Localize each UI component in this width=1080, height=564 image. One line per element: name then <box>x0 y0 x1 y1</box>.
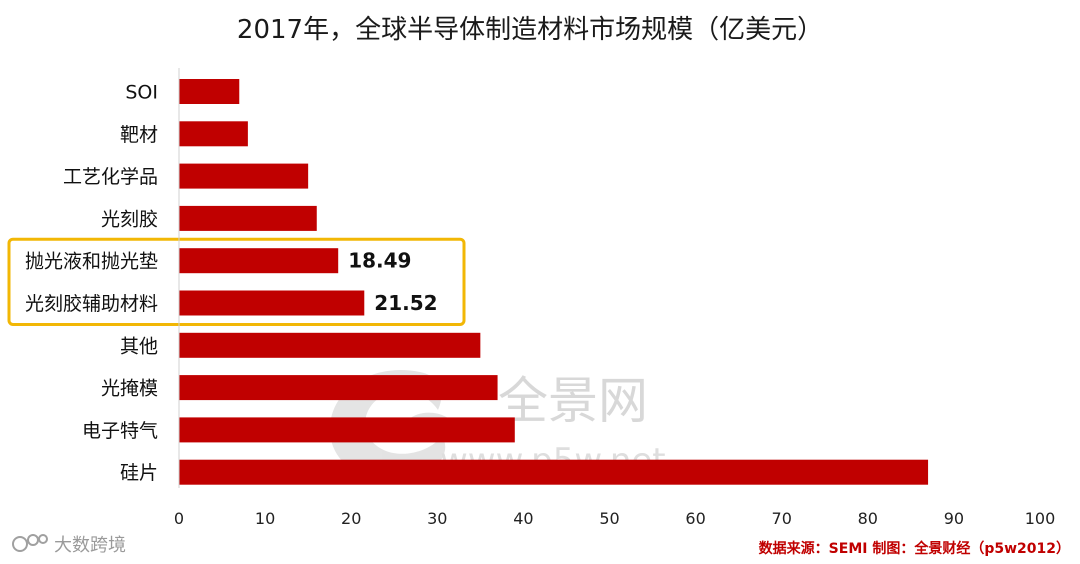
category-label-9: 电子特气 <box>82 420 158 442</box>
category-label-3: 工艺化学品 <box>63 166 158 188</box>
category-label-8: 光掩模 <box>101 378 158 400</box>
highlight-group <box>7 237 466 326</box>
watermark-text: 全景网 <box>498 372 648 430</box>
x-axis: 0 10 20 30 40 50 60 70 80 90 100 <box>174 68 1055 528</box>
category-label-2: 靶材 <box>120 124 158 146</box>
bar-9 <box>179 417 515 443</box>
bars-group <box>179 79 929 485</box>
category-label-5: 抛光液和抛光垫 <box>25 251 158 273</box>
category-label-10: 硅片 <box>120 462 158 484</box>
x-tick-label-4: 30 <box>427 509 447 528</box>
x-tick-label-8: 70 <box>772 509 792 528</box>
data-label-1: 18.49 <box>348 249 411 273</box>
bar-8 <box>179 375 498 401</box>
source-note: 数据来源：SEMI 制图：全景财经（p5w2012） <box>759 540 1070 557</box>
bar-7 <box>179 332 481 358</box>
brand-logo-icon <box>12 534 48 552</box>
brand: 大数跨境 <box>12 534 126 556</box>
x-tick-label-9: 80 <box>858 509 878 528</box>
bar-1 <box>179 79 240 104</box>
data-label-2: 21.52 <box>374 291 437 315</box>
category-label-1: SOI <box>125 82 158 104</box>
highlight-box <box>7 237 466 326</box>
bar-3 <box>179 163 309 189</box>
bar-10 <box>179 459 929 485</box>
bar-5 <box>179 248 339 274</box>
x-tick-label-7: 60 <box>685 509 705 528</box>
bar-6 <box>179 290 365 316</box>
category-label-4: 光刻胶 <box>101 208 158 230</box>
x-tick-label-3: 20 <box>341 509 361 528</box>
bar-4 <box>179 205 317 231</box>
chart-title: 2017年，全球半导体制造材料市场规模（亿美元） <box>237 15 823 45</box>
category-label-6: 光刻胶辅助材料 <box>25 293 158 315</box>
brand-text: 大数跨境 <box>54 535 126 556</box>
bar-2 <box>179 121 248 147</box>
x-tick-label-11: 100 <box>1025 509 1056 528</box>
x-tick-label-6: 50 <box>599 509 619 528</box>
x-tick-label-1: 0 <box>174 509 184 528</box>
x-tick-label-10: 90 <box>944 509 964 528</box>
x-tick-label-5: 40 <box>513 509 533 528</box>
x-tick-label-2: 10 <box>255 509 275 528</box>
data-labels: 18.49 21.52 <box>348 249 437 315</box>
category-label-7: 其他 <box>120 335 158 357</box>
